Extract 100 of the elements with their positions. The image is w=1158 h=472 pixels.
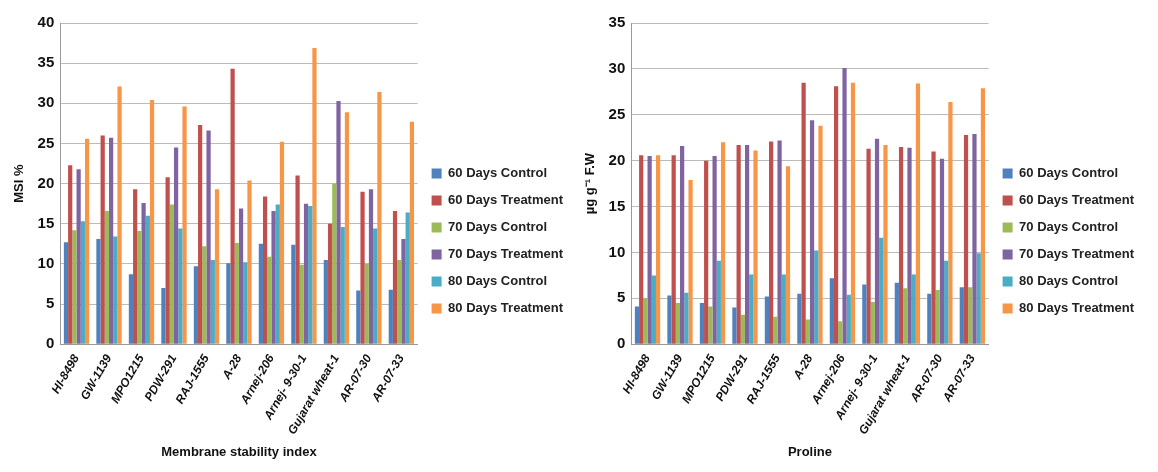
bar	[198, 124, 203, 344]
bar	[931, 151, 936, 344]
bar	[764, 296, 770, 344]
bar	[323, 259, 328, 344]
bar	[879, 237, 884, 344]
bar	[137, 231, 142, 344]
legend-label: 80 Days Control	[448, 273, 548, 289]
y-tick-label: 30	[608, 59, 626, 77]
bar	[699, 302, 705, 344]
y-tick-label: 5	[616, 288, 626, 306]
y-tick-label: 35	[37, 53, 55, 71]
bar	[903, 288, 908, 344]
bar	[308, 206, 313, 344]
bar	[948, 101, 953, 344]
y-tick-label: 0	[616, 334, 626, 352]
bar	[295, 175, 300, 344]
bar	[675, 302, 681, 344]
legend-label: 60 Days Control	[1019, 165, 1119, 181]
bar	[680, 145, 685, 344]
bar	[797, 293, 802, 344]
bar	[169, 204, 174, 344]
bar	[214, 189, 220, 344]
bar	[716, 260, 721, 344]
bar	[368, 189, 374, 344]
bar	[846, 294, 851, 344]
bar	[340, 226, 345, 344]
bar	[336, 100, 341, 344]
bar	[113, 236, 118, 344]
bar	[862, 284, 867, 344]
bar	[267, 256, 272, 344]
x-axis-title: Proline	[787, 443, 832, 459]
bar	[262, 196, 268, 344]
bar	[972, 134, 977, 344]
legend-label: 80 Days Treatment	[1019, 300, 1135, 316]
bar	[911, 274, 916, 344]
bar	[769, 141, 774, 344]
bar	[671, 155, 676, 344]
bar	[736, 145, 741, 344]
y-tick-label: 40	[37, 13, 55, 31]
bar	[356, 290, 361, 344]
bar	[732, 307, 737, 344]
bar	[643, 298, 648, 344]
bar	[777, 140, 782, 344]
y-tick-label: 15	[37, 213, 55, 231]
bar	[275, 204, 280, 344]
bar	[712, 156, 717, 344]
bar	[655, 155, 661, 344]
bar	[684, 292, 689, 344]
bar	[801, 82, 806, 344]
bar	[401, 239, 406, 344]
bar	[141, 202, 146, 344]
bar	[360, 191, 365, 344]
bar	[980, 88, 986, 344]
bar	[720, 142, 726, 344]
bar	[238, 208, 244, 344]
legend-label: 80 Days Treatment	[448, 300, 564, 316]
legend-label: 80 Days Control	[1019, 273, 1119, 289]
legend-label: 70 Days Treatment	[448, 246, 564, 262]
bar	[688, 179, 693, 344]
bar	[226, 263, 231, 344]
bar	[850, 82, 856, 344]
bar	[833, 86, 839, 344]
bar	[667, 295, 672, 344]
bar	[299, 264, 304, 344]
bar	[258, 243, 263, 344]
bar	[907, 147, 912, 344]
y-tick-label: 0	[45, 334, 55, 352]
bar	[133, 189, 138, 344]
bar	[178, 228, 183, 344]
bar	[753, 150, 758, 344]
bar	[894, 282, 899, 344]
bar	[963, 134, 969, 344]
bar	[842, 67, 847, 344]
y-tick-label: 25	[608, 104, 626, 122]
legend-label: 60 Days Treatment	[448, 192, 564, 208]
bar	[72, 230, 77, 344]
bar	[818, 125, 823, 344]
bar	[327, 223, 333, 344]
bar	[935, 290, 940, 344]
bar	[866, 148, 871, 344]
legend-label: 60 Days Treatment	[1019, 192, 1135, 208]
bar	[874, 138, 880, 344]
bar	[805, 319, 810, 344]
bar	[639, 155, 644, 344]
bar	[968, 287, 973, 344]
bar	[279, 141, 285, 344]
bar	[749, 274, 754, 344]
bar	[182, 106, 187, 344]
bar	[740, 314, 745, 344]
bar	[773, 316, 778, 344]
bar	[202, 246, 207, 344]
bar	[234, 243, 239, 344]
bar	[959, 287, 964, 344]
bar	[708, 306, 713, 344]
bar	[944, 260, 949, 344]
bar	[651, 275, 656, 344]
legend-label: 70 Days Treatment	[1019, 246, 1135, 262]
y-tick-label: 15	[608, 196, 626, 214]
bar	[149, 100, 155, 344]
bar	[243, 262, 248, 344]
